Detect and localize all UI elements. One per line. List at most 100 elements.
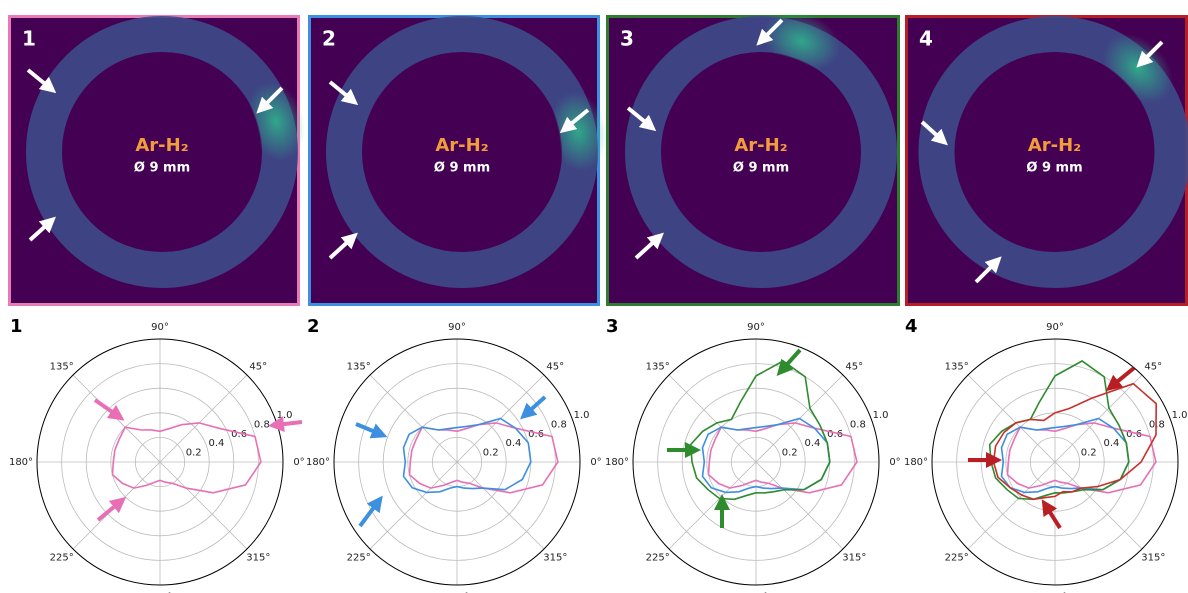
angular-tick-label: 0° bbox=[889, 457, 900, 468]
radial-grid-line bbox=[333, 338, 581, 586]
arrow bbox=[626, 106, 657, 132]
angular-tick-label: 225° bbox=[50, 552, 74, 563]
angular-tick-label: 0° bbox=[293, 457, 304, 468]
chart-title: 3 bbox=[606, 316, 619, 337]
gas-label: Ar-H₂ bbox=[1028, 135, 1081, 156]
angular-tick-label: 0° bbox=[590, 457, 601, 468]
angular-tick-label: 45° bbox=[845, 362, 863, 373]
angular-tick-label: 90° bbox=[1046, 322, 1064, 333]
angular-tick-label: 225° bbox=[646, 552, 670, 563]
radial-tick-label: 0.2 bbox=[782, 448, 798, 459]
series-line bbox=[111, 422, 262, 494]
radial-grid-line bbox=[706, 412, 806, 512]
angular-grid-line bbox=[159, 461, 248, 550]
radial-tick-label: 1.0 bbox=[873, 410, 889, 421]
angular-grid-line bbox=[967, 374, 1056, 463]
arrow bbox=[1136, 40, 1164, 68]
hot-spot bbox=[549, 91, 607, 172]
angular-grid-line bbox=[668, 374, 757, 463]
radial-grid-line bbox=[407, 412, 507, 512]
arrow bbox=[28, 216, 56, 242]
radial-tick-label: 0.8 bbox=[254, 419, 270, 430]
radial-tick-label: 1.0 bbox=[277, 410, 293, 421]
arrow bbox=[520, 395, 547, 420]
angular-grid-line bbox=[159, 374, 248, 463]
inner-disk bbox=[63, 53, 261, 251]
angular-tick-label: 135° bbox=[646, 362, 670, 373]
arrow bbox=[96, 496, 127, 522]
panel-number: 2 bbox=[322, 27, 336, 51]
angular-tick-label: 45° bbox=[249, 362, 267, 373]
angular-tick-label: 180° bbox=[904, 457, 928, 468]
radial-tick-label: 0.6 bbox=[1126, 429, 1142, 440]
radial-grid-line bbox=[657, 363, 855, 561]
angular-grid-line bbox=[755, 461, 844, 550]
arrow bbox=[920, 120, 948, 146]
angular-tick-label: 135° bbox=[50, 362, 74, 373]
angular-tick-label: 180° bbox=[605, 457, 629, 468]
panel-number: 1 bbox=[22, 27, 36, 51]
arrow bbox=[1105, 366, 1136, 392]
arrow bbox=[756, 18, 784, 46]
angular-grid-line bbox=[369, 461, 458, 550]
radial-grid-line bbox=[110, 412, 210, 512]
chart-title: 4 bbox=[905, 316, 918, 337]
arrow bbox=[358, 495, 383, 528]
series-line bbox=[402, 417, 532, 494]
arrow bbox=[268, 416, 303, 433]
radial-tick-label: 0.6 bbox=[528, 429, 544, 440]
angular-tick-label: 225° bbox=[347, 552, 371, 563]
angular-tick-label: 45° bbox=[1144, 362, 1162, 373]
diameter-label: Ø 9 mm bbox=[1026, 161, 1082, 176]
arrow bbox=[26, 68, 57, 94]
angular-tick-label: 45° bbox=[546, 362, 564, 373]
arrow bbox=[559, 108, 590, 134]
radial-grid-line bbox=[931, 338, 1179, 586]
diameter-label: Ø 9 mm bbox=[733, 161, 789, 176]
radial-tick-label: 0.2 bbox=[1081, 448, 1097, 459]
panel-number: 3 bbox=[620, 27, 634, 51]
gas-label: Ar-H₂ bbox=[435, 135, 488, 156]
arrow bbox=[256, 86, 284, 114]
diameter-label: Ø 9 mm bbox=[434, 161, 490, 176]
radial-tick-label: 1.0 bbox=[1172, 410, 1188, 421]
angular-tick-label: 135° bbox=[945, 362, 969, 373]
radial-tick-label: 0.6 bbox=[827, 429, 843, 440]
radial-grid-line bbox=[956, 363, 1154, 561]
angular-grid-line bbox=[72, 374, 161, 463]
radial-tick-label: 0.8 bbox=[850, 419, 866, 430]
angular-tick-label: 315° bbox=[543, 552, 567, 563]
angular-grid-line bbox=[456, 461, 545, 550]
chart-title: 1 bbox=[10, 316, 23, 337]
angular-grid-line bbox=[967, 461, 1056, 550]
arrow bbox=[974, 256, 1002, 284]
inner-disk bbox=[363, 53, 561, 251]
radial-grid-line bbox=[85, 387, 235, 537]
arrow bbox=[328, 80, 359, 106]
radial-grid-line bbox=[632, 338, 880, 586]
series-line bbox=[701, 417, 831, 494]
angular-grid-line bbox=[369, 374, 458, 463]
radial-grid-line bbox=[36, 338, 284, 586]
angular-grid-line bbox=[1054, 461, 1143, 550]
radial-grid-line bbox=[134, 436, 185, 487]
radial-tick-label: 0.4 bbox=[804, 438, 820, 449]
angular-tick-label: 315° bbox=[1141, 552, 1165, 563]
angular-tick-label: 135° bbox=[347, 362, 371, 373]
arrow bbox=[634, 232, 664, 260]
arrow bbox=[1041, 499, 1062, 530]
radial-tick-label: 0.4 bbox=[505, 438, 521, 449]
radial-tick-label: 0.4 bbox=[208, 438, 224, 449]
diameter-label: Ø 9 mm bbox=[134, 161, 190, 176]
chart-title: 2 bbox=[307, 316, 320, 337]
arrow bbox=[776, 348, 802, 376]
radial-tick-label: 1.0 bbox=[574, 410, 590, 421]
angular-tick-label: 180° bbox=[9, 457, 33, 468]
arrow bbox=[355, 422, 388, 439]
angular-tick-label: 315° bbox=[842, 552, 866, 563]
ring bbox=[918, 16, 1188, 288]
gas-label: Ar-H₂ bbox=[734, 135, 787, 156]
radial-tick-label: 0.2 bbox=[483, 448, 499, 459]
panel-number: 4 bbox=[919, 27, 933, 51]
